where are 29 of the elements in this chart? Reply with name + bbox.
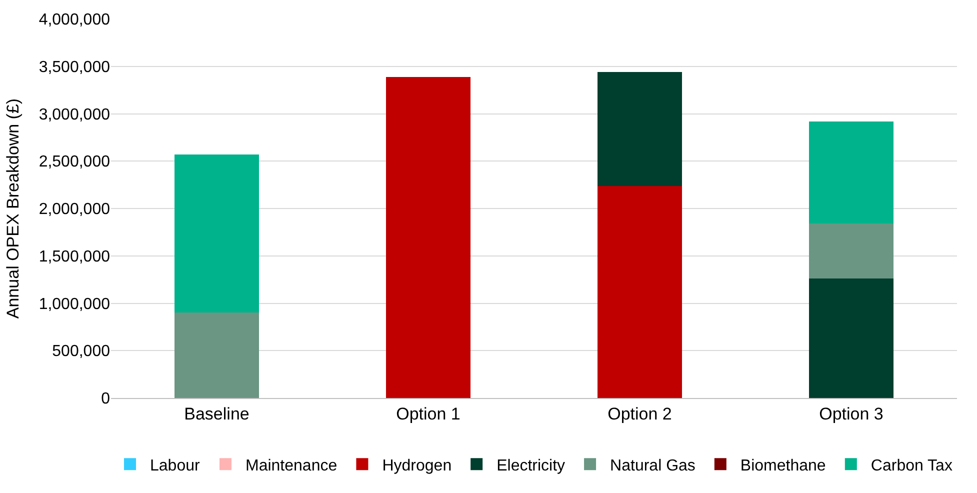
- bar: [597, 186, 682, 398]
- x-tick-label: Option 3: [819, 404, 884, 424]
- y-tick-label: 4,000,000: [38, 12, 110, 29]
- legend-label: Natural Gas: [610, 457, 696, 474]
- bar: [174, 154, 260, 313]
- bar: [808, 224, 894, 279]
- x-tick-label: Baseline: [184, 404, 250, 424]
- x-tick-label: Option 1: [396, 404, 460, 424]
- legend-label: Labour: [150, 457, 200, 474]
- bar: [808, 278, 894, 398]
- y-tick-label: 1,000,000: [38, 296, 110, 313]
- bar: [597, 72, 682, 186]
- bar: [386, 76, 471, 398]
- legend-label: Electricity: [496, 457, 566, 474]
- y-tick-label: 0: [101, 390, 110, 408]
- legend-label: Maintenance: [245, 457, 338, 474]
- y-tick-label: 500,000: [52, 343, 110, 360]
- y-tick-label: 3,000,000: [38, 106, 110, 124]
- y-tick-label: 1,500,000: [38, 248, 110, 266]
- y-tick-label: 2,000,000: [38, 201, 110, 218]
- y-axis-title: Annual OPEX Breakdown (£): [3, 98, 22, 319]
- y-tick-label: 2,500,000: [38, 154, 110, 171]
- y-tick-label: 3,500,000: [38, 58, 110, 76]
- legend-label: Hydrogen: [382, 457, 452, 474]
- x-tick-label: Option 2: [608, 404, 672, 424]
- legend-label: Carbon Tax: [870, 457, 952, 474]
- bar: [174, 312, 260, 398]
- bar: [808, 121, 894, 224]
- legend-label: Biomethane: [740, 457, 826, 474]
